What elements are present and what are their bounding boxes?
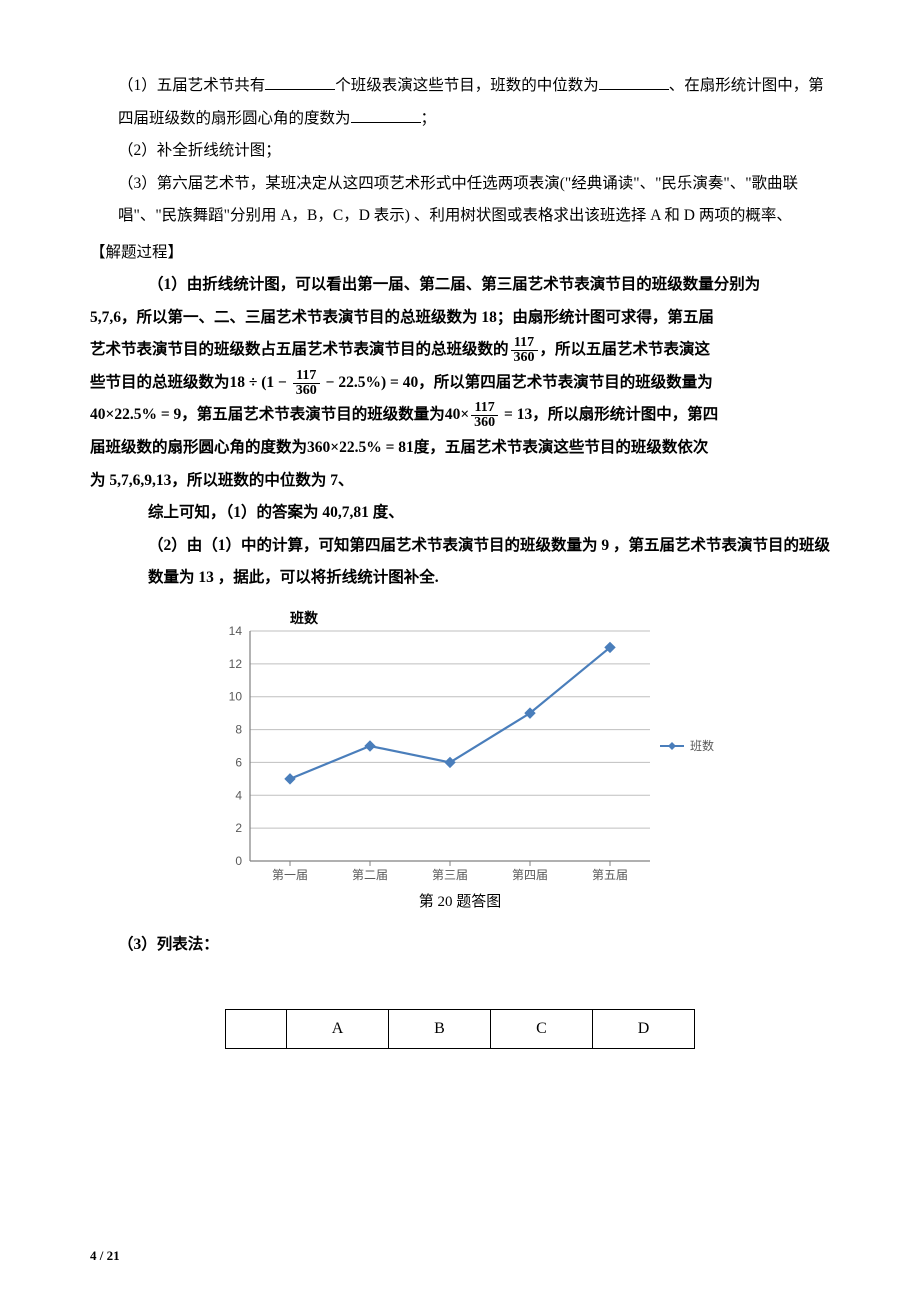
math-2a: 40× <box>445 406 469 423</box>
page-number: 4 / 21 <box>90 1248 120 1264</box>
ans1-p6-b: 度，五届艺术节表演这些节目的班级数依次 <box>414 439 709 456</box>
q1-text-a: （1）五届艺术节共有 <box>118 77 265 94</box>
q1-text-b: 个班级表演这些节目，班数的中位数为 <box>335 77 599 94</box>
math-2b: = 13 <box>500 406 532 423</box>
chart-svg: 班数 0 2 4 6 8 10 12 14 第一届 第二届 第三届 第四届 第五届 班数 <box>195 603 725 883</box>
svg-text:第四届: 第四届 <box>512 868 548 882</box>
ans1-p2: 5,7,6，所以第一、二、三届艺术节表演节目的总班级数为 18；由扇形统计图可求… <box>90 302 830 335</box>
ans1-p1: （1）由折线统计图，可以看出第一届、第二届、第三届艺术节表演节目的班级数量分别为 <box>90 269 830 302</box>
page: （1）五届艺术节共有个班级表演这些节目，班数的中位数为、在扇形统计图中，第四届班… <box>0 0 920 1302</box>
ans1-p5-b: ，第五届艺术节表演节目的班级数量为 <box>181 406 445 423</box>
ans1-p3-a: 艺术节表演节目的班级数占五届艺术节表演节目的总班级数的 <box>90 341 509 358</box>
svg-text:8: 8 <box>235 722 242 736</box>
cell-A: A <box>286 1010 388 1049</box>
ans1-conclusion: 综上可知，（1）的答案为 40,7,81 度、 <box>90 497 830 530</box>
svg-text:2: 2 <box>235 821 242 835</box>
ans1-p5: 40×22.5% = 9，第五届艺术节表演节目的班级数量为40×117360 =… <box>90 399 830 432</box>
answer-2: （2）由（1）中的计算，可知第四届艺术节表演节目的班级数量为 9 ，第五届艺术节… <box>90 530 830 595</box>
line-chart: 班数 0 2 4 6 8 10 12 14 第一届 第二届 第三届 第四届 第五届 班数 第 20 题答图 <box>195 603 725 911</box>
solution-heading: 【解题过程】 <box>90 237 830 270</box>
svg-text:班数: 班数 <box>690 738 714 753</box>
answer-1: （1）由折线统计图，可以看出第一届、第二届、第三届艺术节表演节目的班级数量分别为… <box>90 269 830 529</box>
ans1-p4-a: 些节目的总班级数为 <box>90 374 230 391</box>
svg-text:第一届: 第一届 <box>272 868 308 882</box>
svg-text:班数: 班数 <box>290 610 319 627</box>
chart-caption: 第 20 题答图 <box>195 890 725 911</box>
blank-3 <box>351 106 421 123</box>
ans1-p6: 届班级数的扇形圆心角的度数为360×22.5% = 81度，五届艺术节表演这些节… <box>90 432 830 465</box>
ans1-p4: 些节目的总班级数为18 ÷ (1 − 117360 − 22.5%) = 40，… <box>90 367 830 400</box>
cell-B: B <box>388 1010 490 1049</box>
frac-1: 117360 <box>511 336 538 365</box>
svg-text:4: 4 <box>235 788 242 802</box>
ans1-p7: 为 5,7,6,9,13，所以班数的中位数为 7、 <box>90 465 830 498</box>
svg-text:第五届: 第五届 <box>592 868 628 882</box>
question-1: （1）五届艺术节共有个班级表演这些节目，班数的中位数为、在扇形统计图中，第四届班… <box>90 70 830 135</box>
math-1a: 18 ÷ (1 − <box>230 374 291 391</box>
question-2: （2）补全折线统计图； <box>90 135 830 168</box>
answer-3-head: （3）列表法： <box>90 929 830 962</box>
svg-text:6: 6 <box>235 755 242 769</box>
cell-C: C <box>490 1010 592 1049</box>
cell-D: D <box>592 1010 694 1049</box>
ans1-p5-c: ，所以扇形统计图中，第四 <box>532 406 718 423</box>
q1-text-d: ； <box>421 110 437 127</box>
math-1b: − 22.5%) = 40 <box>322 374 418 391</box>
frac-3: 117360 <box>471 401 498 430</box>
blank-2 <box>599 74 669 91</box>
svg-text:第三届: 第三届 <box>432 868 468 882</box>
option-table: A B C D <box>225 1009 695 1049</box>
table-row: A B C D <box>226 1010 695 1049</box>
ans1-p6-a: 届班级数的扇形圆心角的度数为 <box>90 439 307 456</box>
question-3: （3）第六届艺术节，某班决定从这四项艺术形式中任选两项表演("经典诵读"、"民乐… <box>90 168 830 233</box>
cell-blank <box>226 1010 287 1049</box>
svg-text:0: 0 <box>235 854 242 868</box>
probability-table: A B C D <box>225 1009 695 1049</box>
svg-text:12: 12 <box>229 657 243 671</box>
ans1-p3: 艺术节表演节目的班级数占五届艺术节表演节目的总班级数的117360，所以五届艺术… <box>90 334 830 367</box>
ans1-p3-b: ，所以五届艺术节表演这 <box>540 341 711 358</box>
ans1-p4-b: ，所以第四届艺术节表演节目的班级数量为 <box>418 374 713 391</box>
math-3: 360×22.5% = 81 <box>307 439 414 456</box>
svg-text:10: 10 <box>229 689 243 703</box>
blank-1 <box>265 74 335 91</box>
math-40x225: 40×22.5% = 9 <box>90 406 181 423</box>
svg-text:第二届: 第二届 <box>352 868 388 882</box>
frac-2: 117360 <box>293 369 320 398</box>
svg-text:14: 14 <box>229 624 243 638</box>
